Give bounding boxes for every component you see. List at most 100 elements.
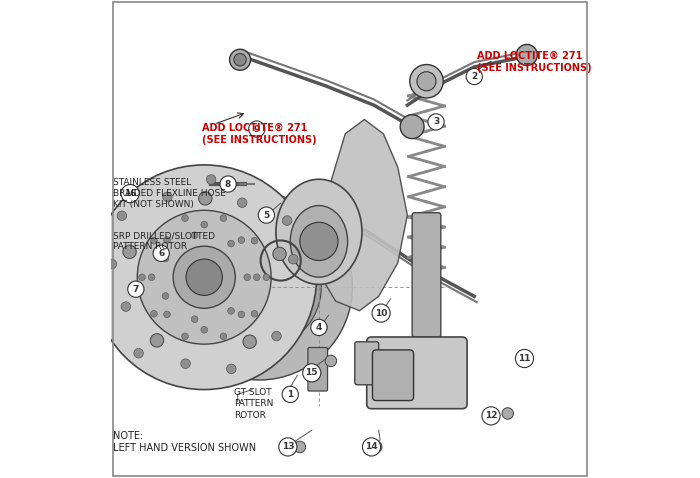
Text: 4: 4	[316, 323, 322, 332]
Circle shape	[372, 304, 390, 322]
Circle shape	[370, 441, 382, 453]
Circle shape	[121, 302, 131, 311]
Circle shape	[316, 322, 327, 333]
Circle shape	[237, 198, 247, 207]
Text: 11: 11	[518, 354, 531, 363]
Text: ADD LOCTITE® 271
(SEE INSTRUCTIONS): ADD LOCTITE® 271 (SEE INSTRUCTIONS)	[477, 51, 592, 73]
Text: 7: 7	[133, 285, 139, 293]
Circle shape	[428, 114, 444, 130]
Circle shape	[258, 207, 274, 223]
Circle shape	[121, 185, 139, 203]
Circle shape	[300, 222, 338, 261]
Circle shape	[517, 44, 538, 65]
Circle shape	[238, 311, 245, 318]
Circle shape	[220, 176, 236, 192]
Circle shape	[182, 215, 188, 221]
Circle shape	[127, 281, 144, 297]
Circle shape	[92, 165, 316, 390]
Circle shape	[282, 386, 298, 402]
Circle shape	[186, 259, 223, 295]
Circle shape	[164, 237, 170, 243]
Circle shape	[150, 238, 158, 244]
Circle shape	[248, 121, 265, 137]
Circle shape	[228, 307, 234, 314]
Circle shape	[173, 246, 235, 308]
Circle shape	[288, 254, 298, 264]
Circle shape	[251, 310, 258, 317]
FancyBboxPatch shape	[372, 350, 414, 401]
Text: GT SLOT
PATTERN
ROTOR: GT SLOT PATTERN ROTOR	[234, 388, 274, 420]
Circle shape	[166, 194, 352, 380]
Circle shape	[137, 210, 271, 344]
FancyBboxPatch shape	[308, 348, 328, 391]
Circle shape	[273, 247, 286, 261]
Ellipse shape	[276, 179, 362, 284]
Circle shape	[206, 175, 216, 185]
Text: 5: 5	[263, 211, 270, 219]
Circle shape	[363, 438, 381, 456]
Circle shape	[375, 307, 387, 319]
Text: 8: 8	[225, 180, 231, 188]
Circle shape	[302, 364, 321, 382]
FancyBboxPatch shape	[355, 342, 379, 385]
Circle shape	[234, 54, 246, 66]
Circle shape	[191, 316, 198, 323]
Circle shape	[139, 274, 146, 281]
Circle shape	[272, 331, 281, 341]
Text: 14: 14	[365, 443, 378, 451]
Circle shape	[201, 221, 208, 228]
Circle shape	[117, 211, 127, 220]
Circle shape	[227, 364, 236, 374]
Circle shape	[282, 216, 292, 225]
Text: 9: 9	[253, 125, 260, 133]
Circle shape	[311, 319, 327, 336]
Circle shape	[294, 441, 305, 453]
Circle shape	[230, 49, 251, 70]
Circle shape	[199, 192, 212, 205]
Text: 1: 1	[287, 390, 293, 399]
Circle shape	[164, 311, 170, 318]
Text: 16: 16	[124, 189, 136, 198]
Circle shape	[244, 274, 251, 281]
Circle shape	[162, 293, 169, 299]
FancyBboxPatch shape	[367, 337, 467, 409]
Text: STAINLESS STEEL
BRAIDED FLEXLINE HOSE
KIT (NOT SHOWN): STAINLESS STEEL BRAIDED FLEXLINE HOSE KI…	[113, 178, 226, 209]
Circle shape	[150, 310, 158, 317]
Circle shape	[182, 333, 188, 340]
Polygon shape	[321, 120, 407, 311]
Text: NOTE:
LEFT HAND VERSION SHOWN: NOTE: LEFT HAND VERSION SHOWN	[113, 431, 256, 453]
Circle shape	[251, 238, 258, 244]
Ellipse shape	[290, 206, 348, 277]
Circle shape	[502, 408, 514, 419]
Circle shape	[325, 355, 337, 367]
Text: 2: 2	[471, 72, 477, 81]
Text: 6: 6	[158, 249, 164, 258]
Circle shape	[417, 72, 436, 91]
Circle shape	[253, 274, 260, 281]
Circle shape	[220, 215, 227, 221]
Circle shape	[243, 335, 256, 348]
Circle shape	[191, 232, 198, 239]
Text: 10: 10	[375, 309, 387, 317]
Circle shape	[263, 274, 270, 281]
Text: 3: 3	[433, 118, 439, 126]
Circle shape	[515, 349, 533, 368]
Text: 12: 12	[485, 412, 497, 420]
Text: 15: 15	[305, 369, 318, 377]
Circle shape	[279, 438, 297, 456]
Text: SRP DRILLED/SLOTTED
PATTERN ROTOR: SRP DRILLED/SLOTTED PATTERN ROTOR	[113, 231, 216, 251]
Circle shape	[150, 334, 164, 347]
Circle shape	[162, 192, 172, 202]
Circle shape	[134, 348, 143, 358]
Circle shape	[228, 240, 234, 247]
Circle shape	[107, 259, 117, 269]
Circle shape	[153, 245, 169, 261]
Text: 13: 13	[281, 443, 294, 451]
Circle shape	[162, 255, 169, 262]
Text: ADD LOCTITE® 271
(SEE INSTRUCTIONS): ADD LOCTITE® 271 (SEE INSTRUCTIONS)	[202, 123, 316, 145]
Circle shape	[410, 65, 443, 98]
Circle shape	[466, 68, 482, 85]
Circle shape	[519, 353, 530, 364]
Circle shape	[220, 333, 227, 340]
Circle shape	[238, 237, 245, 243]
